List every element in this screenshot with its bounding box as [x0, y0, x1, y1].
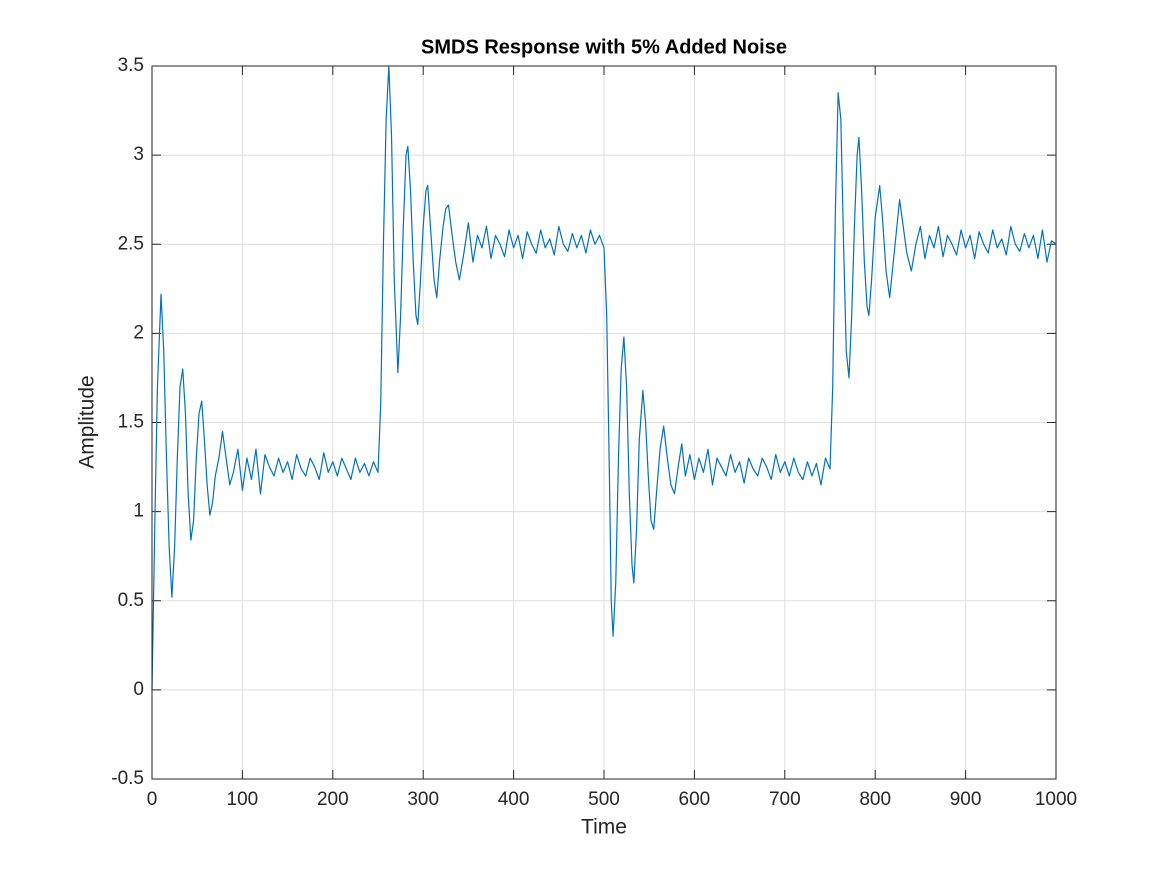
axes-box — [151, 65, 1057, 780]
x-tick-label: 800 — [859, 789, 891, 810]
x-tick-label: 1000 — [1035, 789, 1077, 810]
y-tick-label: 1.5 — [118, 412, 144, 433]
y-tick-label: 0.5 — [118, 590, 144, 611]
y-tick-label: 0 — [133, 679, 144, 700]
y-tick-label: 2.5 — [118, 233, 144, 254]
x-tick-label: 600 — [679, 789, 711, 810]
x-tick-label: 200 — [317, 789, 349, 810]
chart-title: SMDS Response with 5% Added Noise — [421, 36, 787, 58]
y-tick-label: 1 — [133, 501, 144, 522]
y-tick-label: 3.5 — [118, 55, 144, 76]
x-tick-label: 100 — [227, 789, 259, 810]
x-axis-label: Time — [581, 816, 627, 839]
x-tick-label: 500 — [588, 789, 620, 810]
y-axis-label: Amplitude — [76, 375, 99, 468]
x-tick-label: 400 — [498, 789, 530, 810]
y-tick-label: 3 — [133, 144, 144, 165]
x-tick-label: 0 — [147, 789, 158, 810]
y-tick-label: 2 — [133, 322, 144, 343]
x-tick-label: 900 — [950, 789, 982, 810]
y-tick-label: -0.5 — [111, 768, 144, 789]
x-tick-label: 300 — [407, 789, 439, 810]
data-line — [151, 65, 1057, 690]
x-tick-label: 700 — [769, 789, 801, 810]
